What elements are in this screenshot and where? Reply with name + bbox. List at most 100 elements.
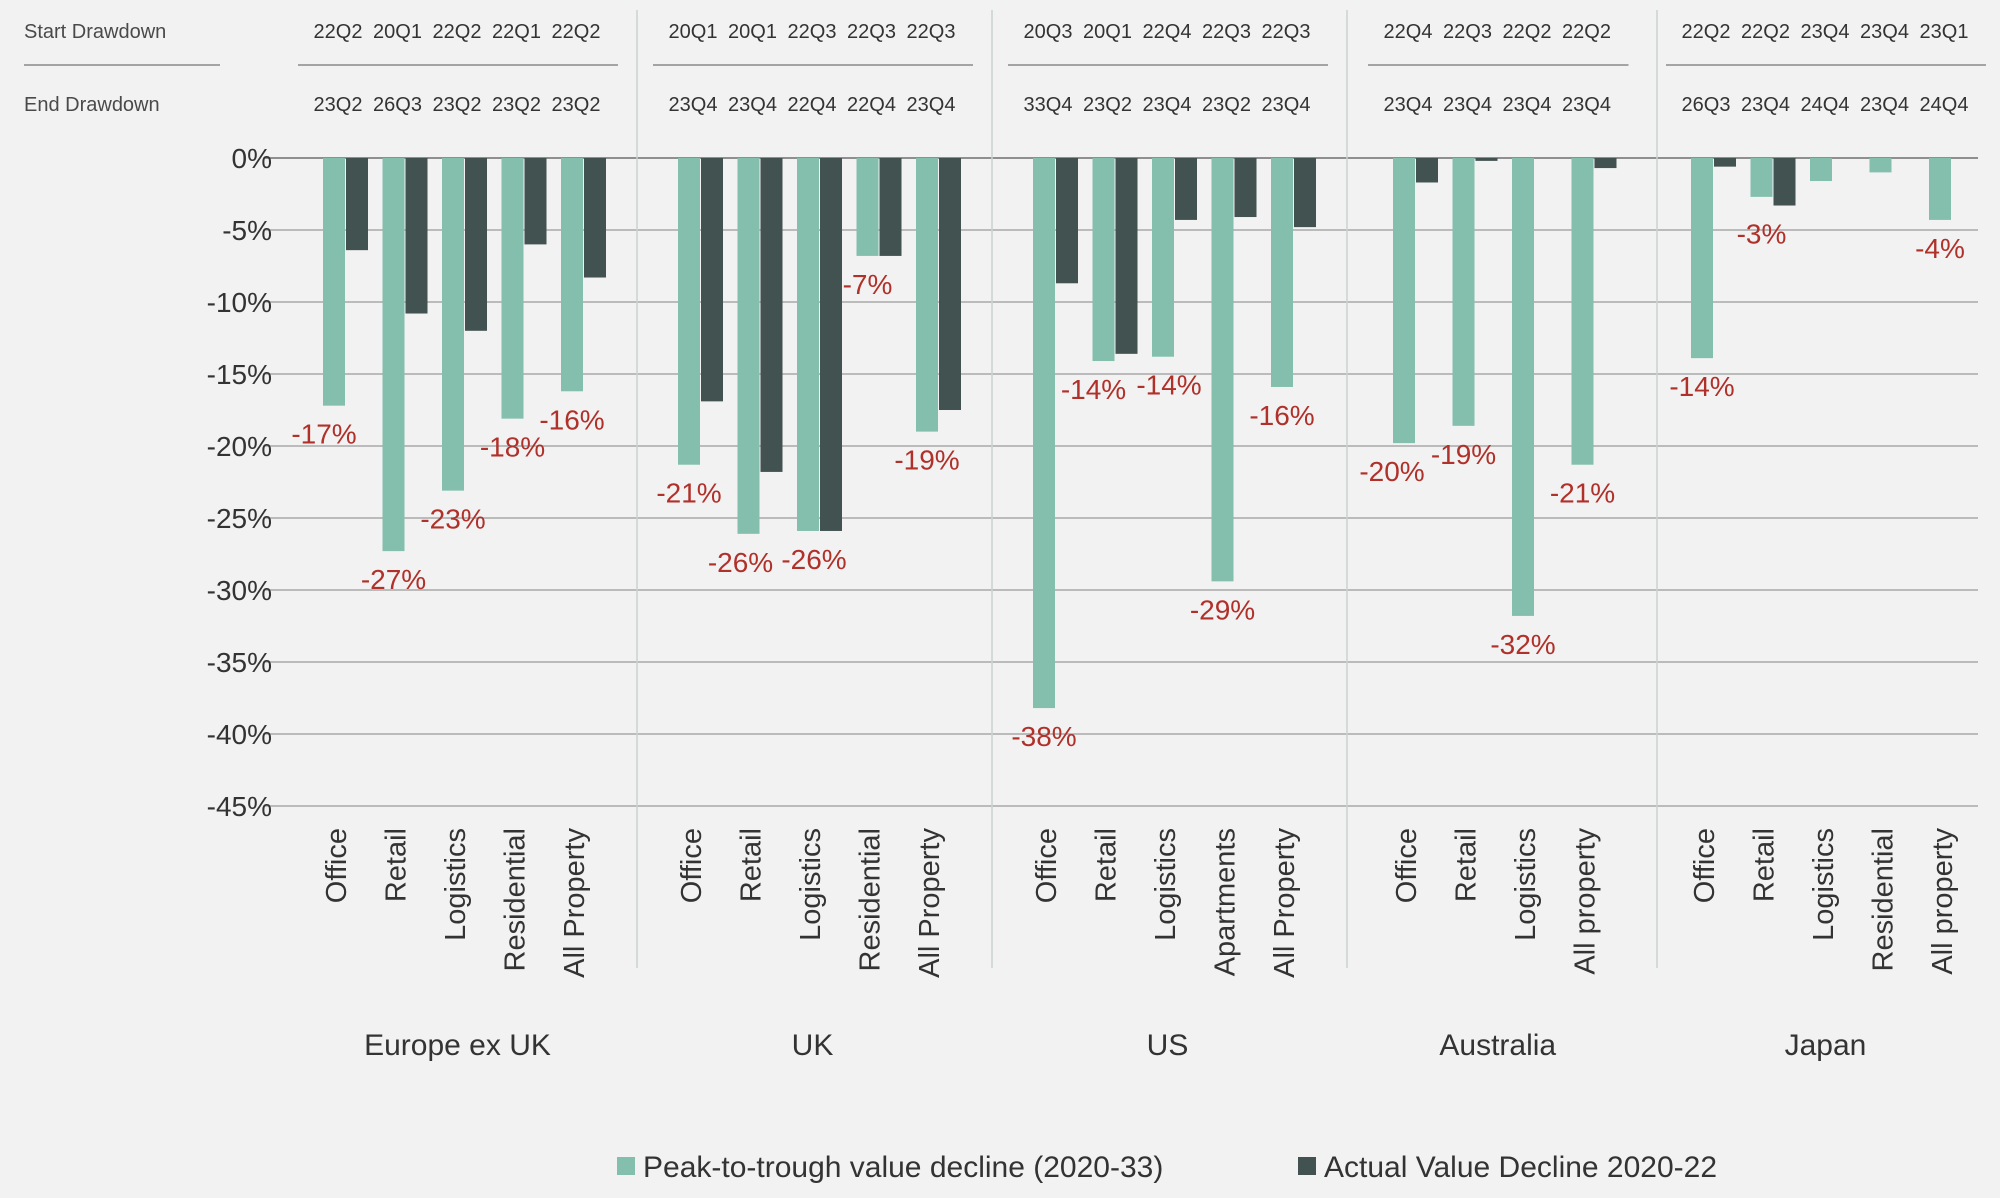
y-tick-label: -20%	[207, 431, 272, 462]
peak-bar	[916, 158, 938, 432]
peak-bar	[1152, 158, 1174, 357]
end-drawdown-value: 23Q2	[552, 94, 601, 116]
category-label: Residential	[1868, 828, 1900, 971]
start-drawdown-value: 22Q2	[1562, 21, 1611, 43]
data-label: -3%	[1737, 219, 1787, 250]
end-drawdown-value: 24Q4	[1920, 94, 1969, 116]
end-drawdown-value: 23Q4	[1860, 94, 1909, 116]
category-label: Apartments	[1210, 828, 1242, 976]
peak-bar	[1929, 158, 1951, 220]
end-drawdown-value: 26Q3	[373, 94, 422, 116]
legend: Peak-to-trough value decline (2020-33) Ac…	[617, 1151, 1717, 1184]
peak-bar	[561, 158, 583, 392]
start-drawdown-value: 23Q1	[1920, 21, 1969, 43]
start-drawdown-value: 22Q2	[552, 21, 601, 43]
peak-bar	[737, 158, 760, 534]
data-label: -21%	[1550, 478, 1615, 509]
category-label: Office	[676, 828, 708, 903]
group-label: US	[1147, 1029, 1189, 1062]
category-label: All Property	[914, 828, 946, 978]
actual-bar	[1294, 158, 1316, 228]
bars	[323, 158, 1951, 709]
category-label: All Property	[1269, 828, 1301, 978]
peak-bar	[856, 158, 879, 256]
category-label: Logistics	[440, 828, 472, 941]
end-drawdown-value: 26Q3	[1682, 94, 1731, 116]
data-label: -23%	[420, 504, 485, 535]
actual-bar	[405, 158, 428, 314]
data-label: -26%	[781, 544, 846, 575]
start-drawdown-value: 23Q4	[1801, 21, 1850, 43]
y-tick-label: -10%	[207, 287, 272, 318]
actual-bar	[701, 158, 723, 402]
start-drawdown-value: 22Q3	[1202, 21, 1251, 43]
start-drawdown-value: 20Q3	[1024, 21, 1073, 43]
data-label: -18%	[480, 432, 545, 463]
end-drawdown-value: 23Q2	[492, 94, 541, 116]
group-label: Japan	[1785, 1029, 1867, 1062]
start-drawdown-value: 20Q1	[373, 21, 422, 43]
actual-bar	[584, 158, 606, 278]
start-drawdown-value: 22Q3	[847, 21, 896, 43]
peak-bar	[1512, 158, 1534, 616]
category-label: Residential	[855, 828, 887, 971]
actual-bar	[1416, 158, 1438, 183]
category-label: Retail	[736, 828, 768, 902]
peak-bar	[323, 158, 345, 406]
actual-bar	[1773, 158, 1796, 206]
group-separators	[636, 10, 1658, 968]
end-drawdown-value: 23Q4	[669, 94, 718, 116]
data-label: -32%	[1490, 629, 1555, 660]
data-label: -27%	[361, 564, 426, 595]
peak-bar	[1691, 158, 1713, 359]
start-drawdown-value: 20Q1	[728, 21, 777, 43]
end-drawdown-value: 23Q2	[1202, 94, 1251, 116]
category-label: Office	[321, 828, 353, 903]
end-drawdown-value: 23Q2	[314, 94, 363, 116]
start-drawdown-value: 22Q4	[1384, 21, 1433, 43]
peak-bar	[1393, 158, 1415, 444]
data-label: -19%	[894, 445, 959, 476]
end-drawdown-value: 23Q4	[1143, 94, 1192, 116]
actual-bar	[1115, 158, 1138, 354]
peak-bar	[1810, 158, 1832, 182]
start-drawdown-value: 22Q1	[492, 21, 541, 43]
category-label: Office	[1031, 828, 1063, 903]
category-label: Logistics	[1510, 828, 1542, 941]
category-label: Retail	[1749, 828, 1781, 902]
end-drawdown-value: 23Q4	[1443, 94, 1492, 116]
peak-bar	[1571, 158, 1594, 465]
end-drawdown-value: 23Q4	[1562, 94, 1611, 116]
category-label: Retail	[381, 828, 413, 902]
peak-bar	[1869, 158, 1892, 173]
start-drawdown-value: 22Q3	[788, 21, 837, 43]
peak-bar	[797, 158, 819, 531]
end-drawdown-value: 33Q4	[1024, 94, 1073, 116]
end-drawdown-value: 23Q4	[1741, 94, 1790, 116]
start-drawdown-value: 22Q3	[907, 21, 956, 43]
actual-bar	[346, 158, 368, 251]
legend-entry: Peak-to-trough value decline (2020-33)	[643, 1151, 1163, 1184]
peak-bar	[1033, 158, 1055, 709]
start-drawdown-value: 20Q1	[669, 21, 718, 43]
actual-bar	[1234, 158, 1257, 218]
category-label: Residential	[500, 828, 532, 971]
actual-bar	[1594, 158, 1617, 169]
x-axis-categories: Office Retail Logistics Residential All Prop…	[321, 828, 1959, 978]
category-label: Logistics	[1808, 828, 1840, 941]
y-tick-label: -35%	[207, 647, 272, 678]
actual-bar	[1175, 158, 1197, 220]
data-label: -38%	[1011, 721, 1076, 752]
y-tick-label: -30%	[207, 575, 272, 606]
peak-bar	[1092, 158, 1115, 362]
start-drawdown-value: 22Q2	[1503, 21, 1552, 43]
start-drawdown-label: Start Drawdown	[24, 21, 166, 43]
data-label: -7%	[843, 269, 893, 300]
start-drawdown-value: 22Q3	[1443, 21, 1492, 43]
legend-swatch	[617, 1157, 635, 1175]
data-labels: -17%-27%-23%-18%-16%-21%-26% -26%-7%-19%-…	[291, 219, 1965, 753]
peak-bar	[442, 158, 464, 491]
end-drawdown-value: 23Q2	[1083, 94, 1132, 116]
data-label: -29%	[1190, 594, 1255, 625]
actual-bar	[1056, 158, 1078, 284]
